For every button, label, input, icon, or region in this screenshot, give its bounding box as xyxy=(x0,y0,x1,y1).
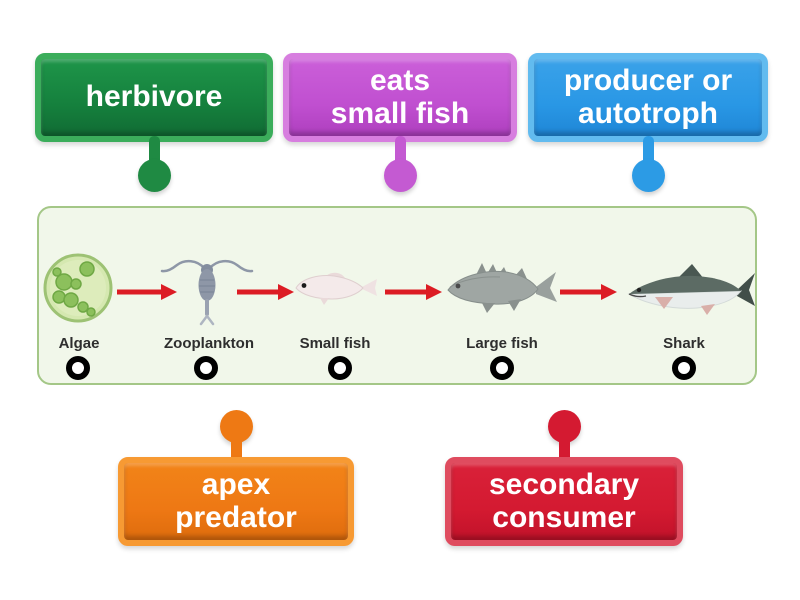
pin-stem-icon xyxy=(559,432,570,464)
pin-ball-icon xyxy=(138,159,171,192)
algae-image xyxy=(43,253,113,323)
drop-target-small-fish[interactable] xyxy=(328,356,352,380)
food-chain-arrow xyxy=(237,284,294,300)
organism-label-small-fish: Small fish xyxy=(299,335,371,352)
organism-label-zooplankton: Zooplankton xyxy=(164,335,254,352)
chip-text: herbivore xyxy=(85,80,223,114)
chip-label-box: producer or autotroph xyxy=(528,53,768,142)
organism-label-large-fish: Large fish xyxy=(466,335,538,352)
drop-target-large-fish[interactable] xyxy=(490,356,514,380)
pin-stem-icon xyxy=(231,432,242,464)
drop-target-algae[interactable] xyxy=(66,356,90,380)
chip-text: apex predator xyxy=(175,468,297,534)
chip-label-box: eats small fish xyxy=(283,53,517,142)
answer-chip-producer-or-autotroph[interactable]: producer or autotroph xyxy=(528,53,768,193)
chip-label-box: herbivore xyxy=(35,53,273,142)
organism-label-shark: Shark xyxy=(663,335,705,352)
large-fish-image xyxy=(447,263,557,313)
zooplankton-image xyxy=(160,259,254,326)
chip-label-box: apex predator xyxy=(118,457,354,546)
organism-label-algae: Algae xyxy=(58,335,100,352)
pin-ball-icon xyxy=(384,159,417,192)
chip-text: eats small fish xyxy=(330,64,470,130)
chip-text: producer or autotroph xyxy=(563,64,733,130)
food-chain-illustration xyxy=(43,253,755,326)
drop-target-shark[interactable] xyxy=(672,356,696,380)
answer-chip-apex-predator[interactable]: apex predator xyxy=(118,410,354,546)
answer-chip-herbivore[interactable]: herbivore xyxy=(35,53,273,193)
food-chain-arrow xyxy=(385,284,442,300)
small-fish-image xyxy=(295,272,377,305)
pin-stem-icon xyxy=(149,136,160,170)
chip-label-box: secondary consumer xyxy=(445,457,683,546)
food-chain-diagram-panel: Algae Zooplankton Small fish Large fish … xyxy=(37,206,757,385)
pin-stem-icon xyxy=(395,136,406,170)
shark-image xyxy=(627,264,755,315)
pin-ball-icon xyxy=(632,159,665,192)
food-chain-arrow xyxy=(117,284,177,300)
pin-stem-icon xyxy=(643,136,654,170)
drop-target-zooplankton[interactable] xyxy=(194,356,218,380)
chip-text: secondary consumer xyxy=(488,468,640,534)
answer-chip-secondary-consumer[interactable]: secondary consumer xyxy=(445,410,683,546)
answer-chip-eats-small-fish[interactable]: eats small fish xyxy=(283,53,517,193)
food-chain-arrow xyxy=(560,284,617,300)
